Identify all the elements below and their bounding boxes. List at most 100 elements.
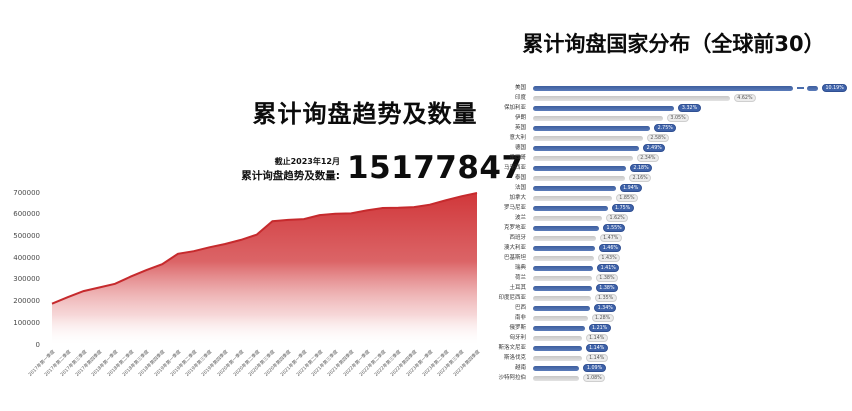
percentage-badge: 1.38% xyxy=(595,283,619,293)
country-row: 澳大利亚 1.46% xyxy=(0,243,852,253)
country-bar xyxy=(533,125,651,131)
country-name: 罗马尼亚 xyxy=(503,205,526,211)
percentage-badge: 1.08% xyxy=(583,373,606,383)
country-name: 德国 xyxy=(514,145,526,151)
country-row: 土耳其 1.38% xyxy=(0,283,852,293)
percentage-badge: 1.41% xyxy=(597,263,620,273)
percentage-badge: 2.58% xyxy=(646,133,670,143)
y-tick-label: 100000 xyxy=(13,318,40,327)
country-row: 印度 4.62% xyxy=(0,93,852,103)
country-name: 沙特阿拉伯 xyxy=(498,375,526,381)
percentage-badge: 1.35% xyxy=(594,293,617,303)
percentage-badge: 4.62% xyxy=(733,93,757,103)
country-bar xyxy=(533,265,594,271)
country-row: 意大利 2.58% xyxy=(0,133,852,143)
country-bar xyxy=(533,275,592,281)
country-bar xyxy=(533,315,588,321)
country-bar xyxy=(533,105,675,111)
country-name: 波兰 xyxy=(514,215,526,221)
country-name: 马来西亚 xyxy=(503,165,526,171)
country-row: 墨西哥 2.34% xyxy=(0,153,852,163)
percentage-badge: 2.34% xyxy=(636,153,659,163)
country-row: 荷兰 1.38% xyxy=(0,273,852,283)
percentage-badge: 1.14% xyxy=(585,343,608,353)
country-row: 英国 2.75% xyxy=(0,123,852,133)
country-bar xyxy=(533,375,579,381)
percentage-badge: 3.05% xyxy=(666,113,690,123)
right-chart-title: 累计询盘国家分布（全球前30） xyxy=(522,32,825,56)
country-bar xyxy=(533,175,625,181)
country-name: 印度尼西亚 xyxy=(498,295,526,301)
country-row: 印度尼西亚 1.35% xyxy=(0,293,852,303)
y-tick-label: 0 xyxy=(35,340,40,349)
country-bar xyxy=(533,185,616,191)
percentage-badge: 1.46% xyxy=(599,243,622,253)
left-chart-title: 累计询盘趋势及数量 xyxy=(252,100,478,128)
country-bar xyxy=(533,115,663,121)
country-bar xyxy=(533,345,582,351)
country-bar xyxy=(533,205,608,211)
y-tick-label: 600000 xyxy=(13,210,40,219)
percentage-badge: 1.28% xyxy=(591,313,614,323)
country-row: 罗马尼亚 1.75% xyxy=(0,203,852,213)
y-tick-label: 300000 xyxy=(13,275,40,284)
country-bar xyxy=(533,335,582,341)
country-name: 伊朗 xyxy=(514,115,526,121)
country-bar xyxy=(533,215,602,221)
percentage-badge: 1.62% xyxy=(606,213,629,223)
country-bar xyxy=(533,255,594,261)
country-row: 波兰 1.62% xyxy=(0,213,852,223)
percentage-badge: 1.55% xyxy=(603,223,626,233)
country-name: 斯洛文尼亚 xyxy=(498,345,526,351)
country-row: 德国 2.49% xyxy=(0,143,852,153)
country-name: 土耳其 xyxy=(509,285,526,291)
trend-area-chart xyxy=(51,192,478,345)
country-bar xyxy=(533,135,643,141)
percentage-badge: 1.34% xyxy=(594,303,617,313)
percentage-badge: 1.94% xyxy=(619,183,642,193)
percentage-badge: 2.16% xyxy=(629,173,652,183)
country-name: 西班牙 xyxy=(509,235,526,241)
percentage-badge: 3.32% xyxy=(678,103,701,113)
country-row: 泰国 2.16% xyxy=(0,173,852,183)
area-top-line xyxy=(51,192,478,305)
percentage-badge: 1.14% xyxy=(585,353,608,363)
country-name: 加拿大 xyxy=(509,195,526,201)
percentage-badge: 2.75% xyxy=(654,123,677,133)
axis-break-dash xyxy=(797,87,804,89)
country-row: 西班牙 1.47% xyxy=(0,233,852,243)
percentage-badge: 1.47% xyxy=(599,233,622,243)
country-row: 越南 1.09% xyxy=(0,363,852,373)
country-bar xyxy=(533,95,730,101)
country-name: 英国 xyxy=(514,125,526,131)
percentage-badge: 2.49% xyxy=(643,143,666,153)
country-row: 匈牙利 1.14% xyxy=(0,333,852,343)
country-name: 印度 xyxy=(514,95,526,101)
country-row: 巴基斯坦 1.43% xyxy=(0,253,852,263)
percentage-badge: 1.38% xyxy=(595,273,619,283)
country-row: 南非 1.28% xyxy=(0,313,852,323)
country-row: 斯洛文尼亚 1.14% xyxy=(0,343,852,353)
country-name: 墨西哥 xyxy=(509,155,526,161)
country-row: 美国 10.19% xyxy=(0,83,852,93)
country-name: 法国 xyxy=(514,185,526,191)
country-bar xyxy=(533,325,585,331)
country-row: 俄罗斯 1.21% xyxy=(0,323,852,333)
country-name: 南非 xyxy=(514,315,526,321)
country-name: 巴西 xyxy=(514,305,526,311)
country-row: 斯洛伐克 1.14% xyxy=(0,353,852,363)
country-name: 匈牙利 xyxy=(509,335,526,341)
country-name: 越南 xyxy=(514,365,526,371)
country-bar-cap xyxy=(807,85,818,91)
country-bar xyxy=(533,225,599,231)
y-tick-label: 500000 xyxy=(13,231,40,240)
country-row: 克罗地亚 1.55% xyxy=(0,223,852,233)
country-name: 澳大利亚 xyxy=(503,245,526,251)
cumulative-total-label: 累计询盘趋势及数量: xyxy=(241,170,340,182)
country-bar xyxy=(533,355,582,361)
percentage-badge: 1.43% xyxy=(597,253,621,263)
percentage-badge: 2.18% xyxy=(629,163,653,173)
country-name: 斯洛伐克 xyxy=(503,355,526,361)
country-bar xyxy=(533,245,596,251)
